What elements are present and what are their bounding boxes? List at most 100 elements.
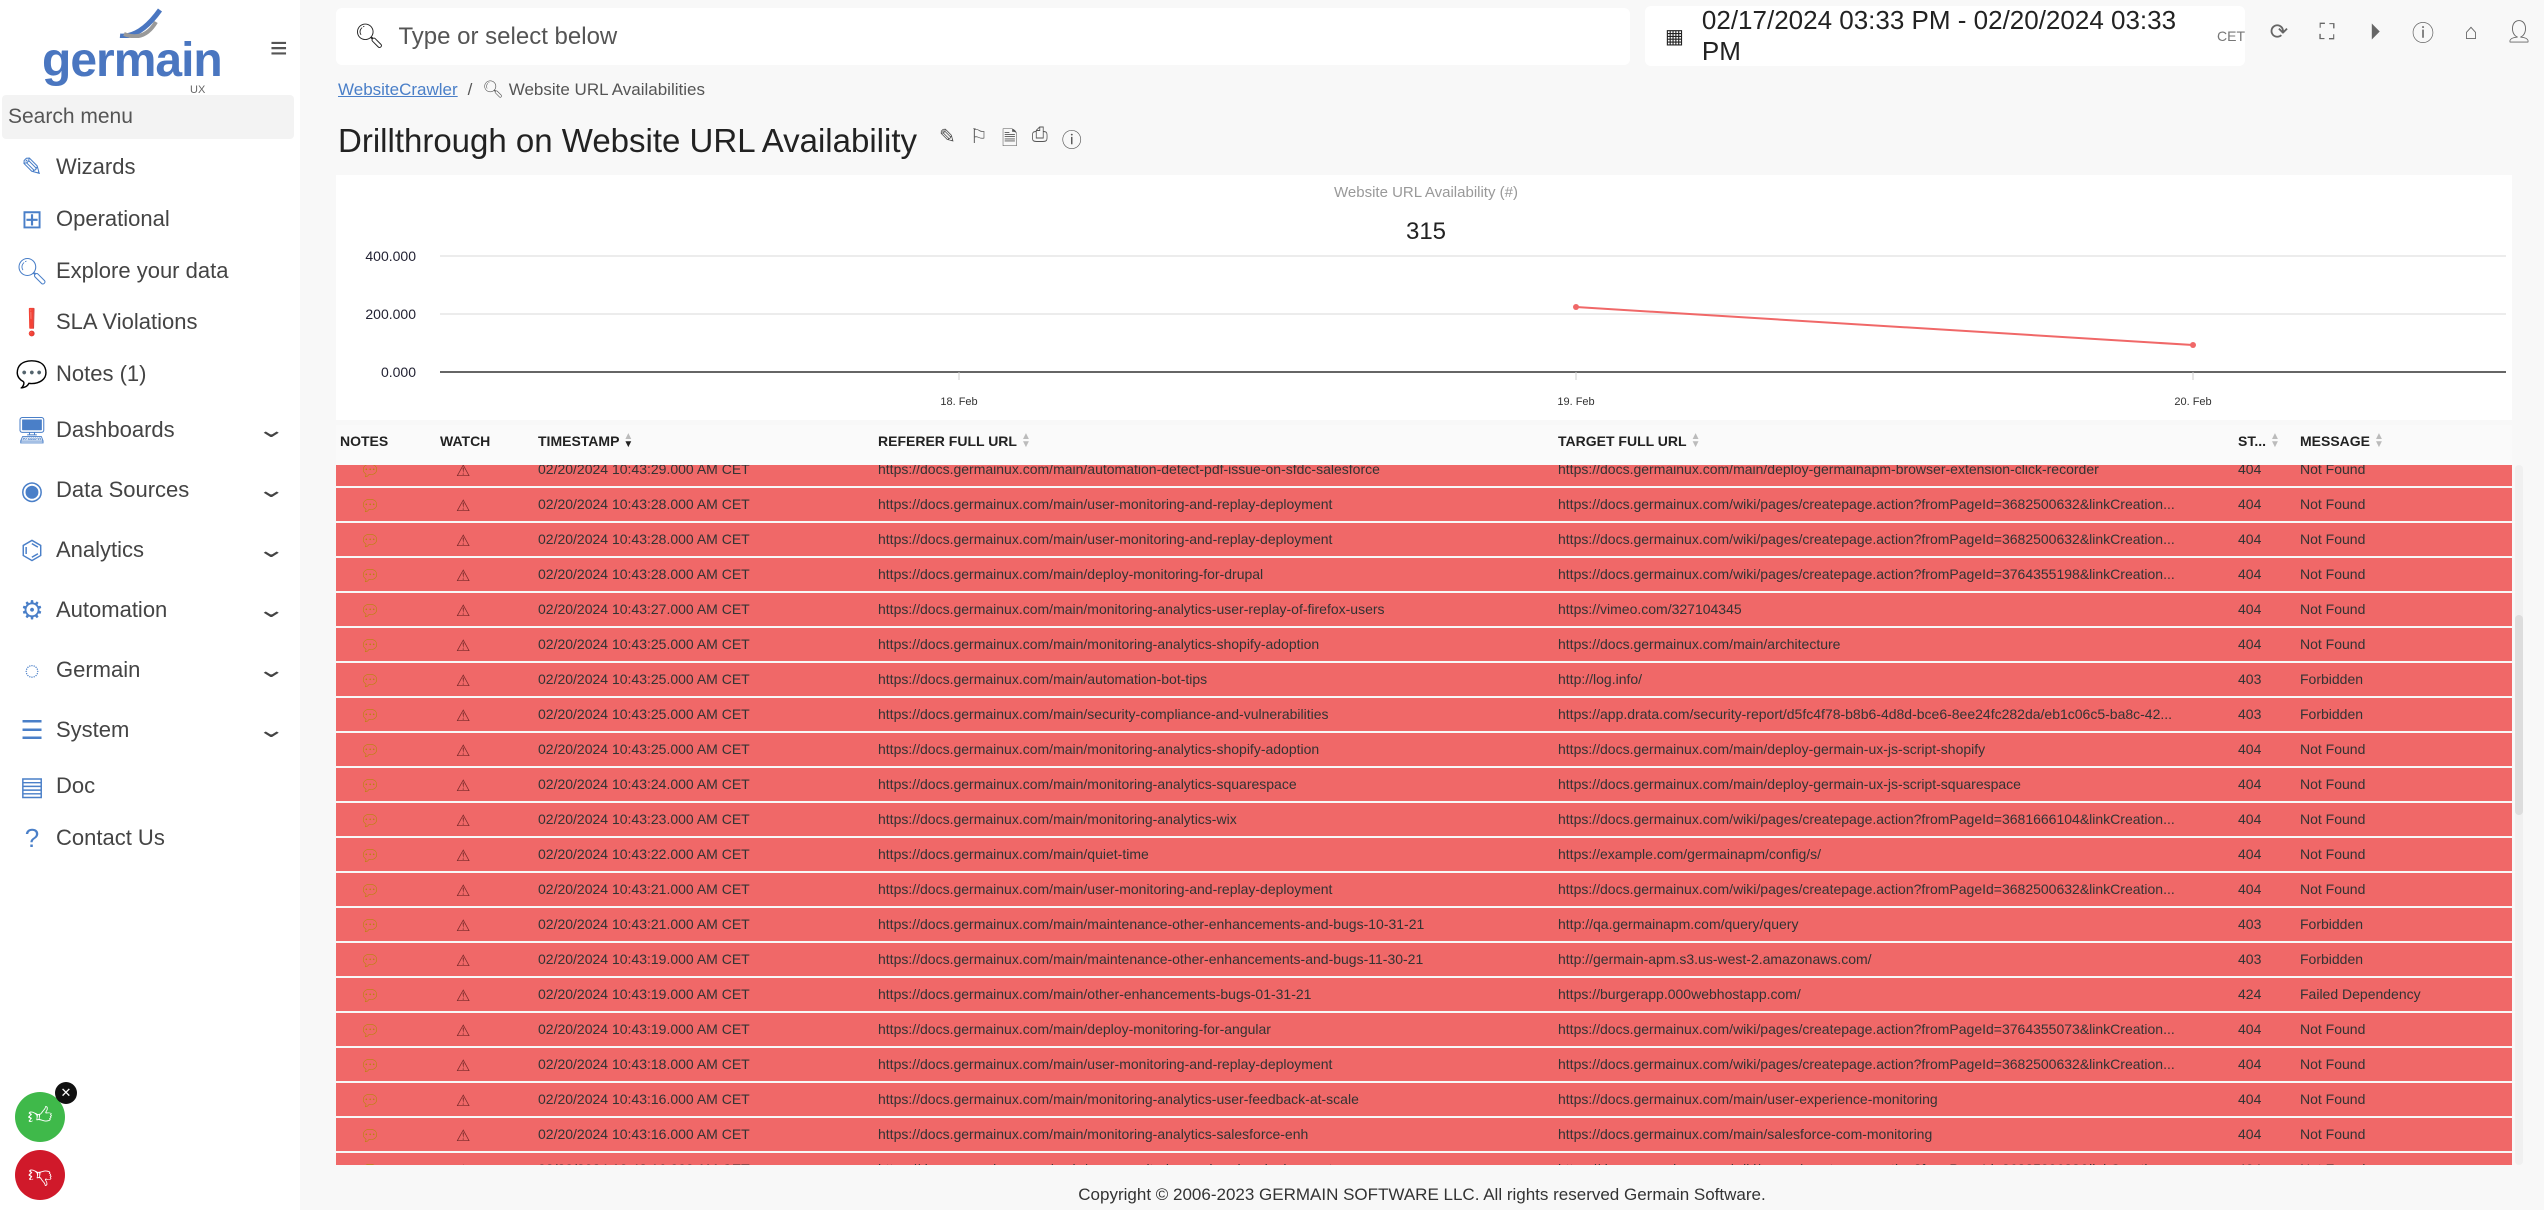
hamburger-menu-icon[interactable]: ≡ [270, 32, 288, 65]
note-icon[interactable]: 💬︎ [360, 918, 381, 935]
warning-icon[interactable]: ⚠︎ [456, 1093, 471, 1110]
note-icon[interactable]: 💬︎ [360, 1023, 381, 1040]
warning-icon[interactable]: ⚠︎ [456, 778, 471, 795]
refresh-icon[interactable]: ⟳ [2269, 19, 2289, 44]
sidebar-item-contact-us[interactable]: ? Contact Us [0, 816, 300, 860]
sort-icon[interactable]: ▲ ▼ [1690, 431, 1701, 450]
bookmark-icon[interactable]: ⚐ [969, 126, 988, 148]
sidebar-item-operational[interactable]: ⊞ Operational [0, 197, 300, 241]
note-icon[interactable]: 💬︎ [360, 1128, 381, 1145]
chevron-down-icon[interactable]: ⌄ [256, 657, 286, 682]
close-feedback-icon[interactable]: ✕ [55, 1082, 77, 1104]
sort-icon[interactable]: ▲ ▼ [1020, 431, 1031, 450]
warning-icon[interactable]: ⚠︎ [456, 568, 471, 585]
table-row[interactable]: 💬︎ ⚠︎ 02/20/2024 10:43:24.000 AM CET htt… [336, 768, 2512, 801]
warning-icon[interactable]: ⚠︎ [456, 1058, 471, 1075]
table-row[interactable]: 💬︎ ⚠︎ 02/20/2024 10:43:19.000 AM CET htt… [336, 978, 2512, 1011]
note-icon[interactable]: 💬︎ [360, 673, 381, 690]
column-header-target-full-url[interactable]: TARGET FULL URL ▲ ▼ [1558, 431, 1701, 450]
note-icon[interactable]: 💬︎ [360, 568, 381, 585]
warning-icon[interactable]: ⚠︎ [456, 533, 471, 550]
chevron-down-icon[interactable]: ⌄ [256, 477, 286, 502]
sidebar-item-notes[interactable]: 💬 Notes (1) [0, 352, 300, 396]
note-icon[interactable]: 💬︎ [360, 953, 381, 970]
table-row[interactable]: 💬︎ ⚠︎ 02/20/2024 10:43:22.000 AM CET htt… [336, 838, 2512, 871]
global-search-input[interactable]: 🔍︎ Type or select below [336, 8, 1630, 65]
warning-icon[interactable]: ⚠︎ [456, 1161, 470, 1165]
column-header-referer-full-url[interactable]: REFERER FULL URL ▲ ▼ [878, 431, 1031, 450]
table-row[interactable]: 💬︎ ⚠︎ 02/20/2024 10:43:25.000 AM CET htt… [336, 663, 2512, 696]
column-header-timestamp[interactable]: TIMESTAMP ▲ ▼ [538, 431, 634, 450]
warning-icon[interactable]: ⚠︎ [456, 673, 471, 690]
table-row[interactable]: 💬︎ ⚠︎ 02/20/2024 10:43:28.000 AM CET htt… [336, 523, 2512, 556]
column-header-notes[interactable]: NOTES [340, 433, 388, 449]
sidebar-item-explore-your-data[interactable]: 🔍︎ Explore your data [0, 249, 300, 293]
warning-icon[interactable]: ⚠︎ [456, 465, 471, 480]
note-icon[interactable]: 💬︎ [360, 848, 381, 865]
sort-icon[interactable]: ▲ ▼ [2374, 431, 2384, 450]
table-row[interactable]: 💬︎ ⚠︎ 02/20/2024 10:43:16.000 AM CET htt… [336, 1118, 2512, 1151]
note-icon[interactable]: 💬︎ [360, 1058, 381, 1075]
breadcrumb-parent-link[interactable]: WebsiteCrawler [338, 80, 458, 99]
warning-icon[interactable]: ⚠︎ [456, 813, 471, 830]
thumbs-down-feedback-button[interactable]: 👎︎ [15, 1150, 65, 1200]
sort-icon[interactable]: ▲ ▼ [2270, 431, 2280, 450]
thumbs-up-feedback-button[interactable]: 👍︎ [15, 1092, 65, 1142]
note-icon[interactable]: 💬︎ [360, 1093, 381, 1110]
sidebar-item-doc[interactable]: ▤ Doc [0, 764, 300, 808]
warning-icon[interactable]: ⚠︎ [456, 498, 471, 515]
warning-icon[interactable]: ⚠︎ [456, 883, 471, 900]
germain-logo[interactable]: germain UX [40, 8, 240, 96]
warning-icon[interactable]: ⚠︎ [456, 953, 471, 970]
note-icon[interactable]: 💬︎ [360, 533, 381, 550]
warning-icon[interactable]: ⚠︎ [456, 848, 471, 865]
info-icon[interactable]: ⓘ [2411, 21, 2434, 46]
note-icon[interactable]: 💬︎ [360, 1161, 380, 1165]
print-icon[interactable]: ⎙ [1031, 124, 1048, 146]
sort-icon[interactable]: ▲ ▼ [623, 431, 634, 450]
table-row[interactable]: 💬︎ ⚠︎ 02/20/2024 10:43:16.000 AM CET htt… [336, 1153, 2512, 1165]
note-icon[interactable]: 💬︎ [360, 988, 381, 1005]
date-range-picker[interactable]: ▦ 02/17/2024 03:33 PM - 02/20/2024 03:33… [1645, 5, 2245, 66]
note-icon[interactable]: 💬︎ [360, 498, 381, 515]
note-icon[interactable]: 💬︎ [360, 743, 381, 760]
inbox-icon[interactable]: ⌂ [2464, 19, 2478, 44]
table-row[interactable]: 💬︎ ⚠︎ 02/20/2024 10:43:16.000 AM CET htt… [336, 1083, 2512, 1116]
table-row[interactable]: 💬︎ ⚠︎ 02/20/2024 10:43:29.000 AM CET htt… [336, 465, 2512, 486]
sidebar-item-dashboards[interactable]: 🖥 Dashboards ⌄ [0, 408, 300, 452]
warning-icon[interactable]: ⚠︎ [456, 743, 471, 760]
sidebar-item-wizards[interactable]: ✎ Wizards [0, 145, 300, 189]
note-icon[interactable]: 💬︎ [360, 778, 381, 795]
column-header-watch[interactable]: WATCH [440, 433, 490, 449]
warning-icon[interactable]: ⚠︎ [456, 918, 471, 935]
warning-icon[interactable]: ⚠︎ [456, 708, 471, 725]
column-header-st-[interactable]: ST... ▲ ▼ [2238, 431, 2280, 450]
table-row[interactable]: 💬︎ ⚠︎ 02/20/2024 10:43:25.000 AM CET htt… [336, 628, 2512, 661]
warning-icon[interactable]: ⚠︎ [456, 1023, 471, 1040]
table-row[interactable]: 💬︎ ⚠︎ 02/20/2024 10:43:28.000 AM CET htt… [336, 488, 2512, 521]
sidebar-item-sla-violations[interactable]: ❗ SLA Violations [0, 300, 300, 344]
scrollbar-thumb[interactable] [2515, 615, 2523, 815]
note-icon[interactable]: 💬︎ [360, 708, 381, 725]
edit-icon[interactable]: ✎ [939, 126, 956, 148]
table-row[interactable]: 💬︎ ⚠︎ 02/20/2024 10:43:23.000 AM CET htt… [336, 803, 2512, 836]
csv-export-icon[interactable]: 🗎 [1001, 128, 1018, 150]
note-icon[interactable]: 💬︎ [360, 465, 381, 480]
search-menu-input[interactable]: Search menu [2, 95, 294, 139]
table-row[interactable]: 💬︎ ⚠︎ 02/20/2024 10:43:27.000 AM CET htt… [336, 593, 2512, 626]
sidebar-item-data-sources[interactable]: ◉ Data Sources ⌄ [0, 468, 300, 512]
warning-icon[interactable]: ⚠︎ [456, 638, 471, 655]
table-row[interactable]: 💬︎ ⚠︎ 02/20/2024 10:43:19.000 AM CET htt… [336, 1013, 2512, 1046]
sidebar-item-automation[interactable]: ⚙ Automation ⌄ [0, 588, 300, 632]
table-row[interactable]: 💬︎ ⚠︎ 02/20/2024 10:43:28.000 AM CET htt… [336, 558, 2512, 591]
chevron-down-icon[interactable]: ⌄ [256, 717, 286, 742]
note-icon[interactable]: 💬︎ [360, 813, 381, 830]
table-row[interactable]: 💬︎ ⚠︎ 02/20/2024 10:43:18.000 AM CET htt… [336, 1048, 2512, 1081]
chevron-down-icon[interactable]: ⌄ [256, 417, 286, 442]
info-icon[interactable]: ⓘ [1061, 130, 1082, 152]
warning-icon[interactable]: ⚠︎ [456, 603, 471, 620]
sidebar-item-germain[interactable]: ◌ Germain ⌄ [0, 648, 300, 692]
note-icon[interactable]: 💬︎ [360, 883, 381, 900]
column-header-message[interactable]: MESSAGE ▲ ▼ [2300, 431, 2384, 450]
fullscreen-icon[interactable]: ⛶ [2319, 19, 2335, 44]
